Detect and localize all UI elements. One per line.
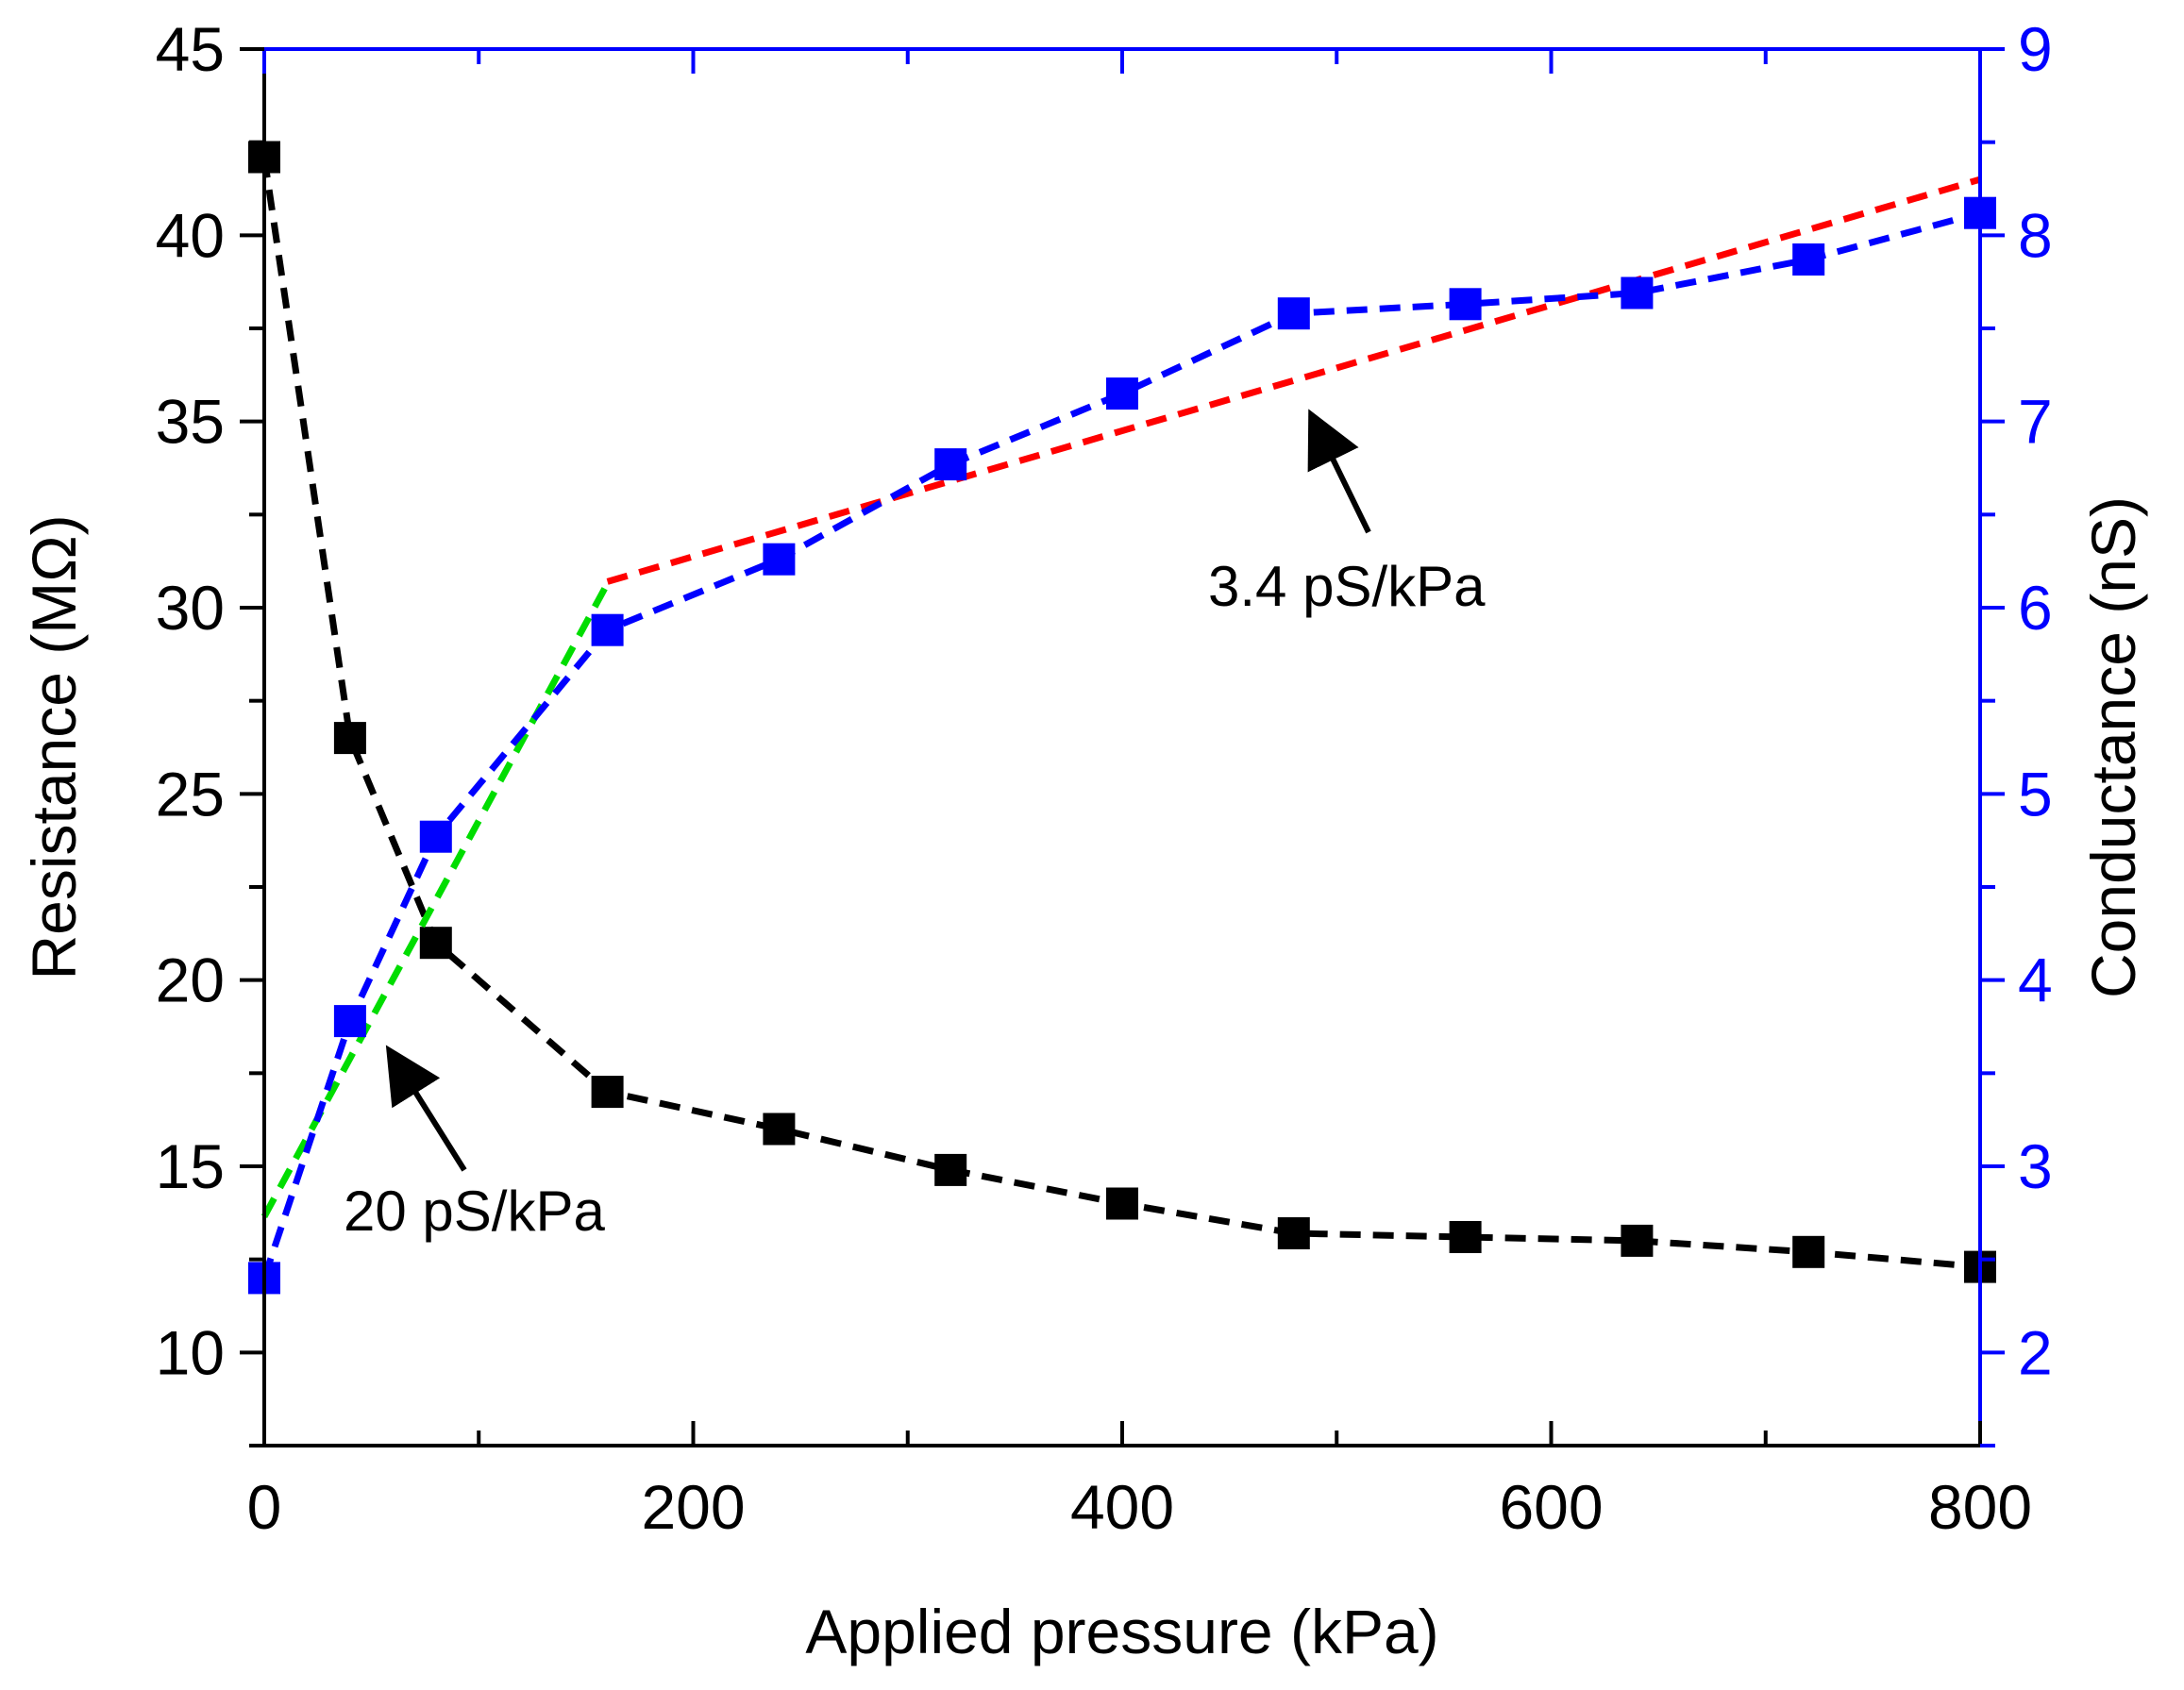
data-point-conductance[interactable] [1792,243,1825,276]
data-point-resistance[interactable] [419,927,452,960]
y-right-tick-label: 4 [2018,945,2053,1015]
data-point-resistance[interactable] [1792,1235,1825,1268]
data-point-conductance[interactable] [1449,288,1482,321]
y-left-axis-title: Resistance (MΩ) [19,514,89,979]
series-line-conductance [260,209,1981,1280]
plot-area [248,141,1996,1295]
y-left-tick-label: 30 [156,573,225,643]
y-left-tick-label: 40 [156,200,225,270]
x-tick-label: 400 [1070,1472,1174,1542]
y-right-tick-label: 2 [2018,1317,2053,1387]
y-right-axis-title: Conductance (nS) [2078,496,2148,998]
annotation-slope-high: 3.4 pS/kPa [1208,555,1486,618]
y-right-tick-label: 3 [2018,1131,2053,1201]
series-line-resistance [260,156,1981,1271]
y-left-tick-label: 45 [156,14,225,84]
x-tick-label: 600 [1499,1472,1603,1542]
data-point-resistance[interactable] [1277,1217,1310,1249]
x-tick-label: 800 [1928,1472,2032,1542]
data-point-conductance[interactable] [591,613,624,646]
data-point-resistance[interactable] [333,722,366,755]
data-point-conductance[interactable] [419,820,452,853]
y-left-tick-label: 10 [156,1317,225,1387]
data-point-resistance[interactable] [1106,1187,1138,1220]
data-point-conductance[interactable] [1106,377,1138,410]
series-line-fit-low [260,581,611,1218]
annotation-slope-low: 20 pS/kPa [344,1180,605,1243]
y-right-tick-label: 8 [2018,200,2053,270]
annotation-arrow-high [1307,409,1371,534]
data-point-conductance[interactable] [1621,276,1654,310]
data-point-resistance[interactable] [1449,1221,1482,1253]
data-point-conductance[interactable] [333,1005,366,1038]
y-right-tick-label: 6 [2018,573,2053,643]
x-tick-label: 200 [641,1472,745,1542]
y-left-tick-label: 35 [156,387,225,457]
x-axis-title: Applied pressure (kPa) [805,1597,1438,1666]
data-point-resistance[interactable] [1621,1224,1654,1257]
series-line-fit-high [606,176,1981,585]
data-point-conductance[interactable] [1277,297,1310,330]
y-right-tick-label: 9 [2018,14,2053,84]
x-tick-label: 0 [247,1472,282,1542]
y-right-tick-label: 5 [2018,759,2053,828]
annotation-arrow-low [385,1045,467,1172]
y-left-tick-label: 15 [156,1131,225,1201]
data-point-conductance[interactable] [763,543,796,576]
y-right-tick-label: 7 [2018,387,2053,457]
y-left-tick-label: 25 [156,759,225,828]
data-point-resistance[interactable] [591,1076,624,1109]
data-point-resistance[interactable] [934,1153,967,1186]
data-point-resistance[interactable] [763,1113,796,1146]
y-left-tick-label: 20 [156,945,225,1015]
data-point-conductance[interactable] [934,448,967,481]
